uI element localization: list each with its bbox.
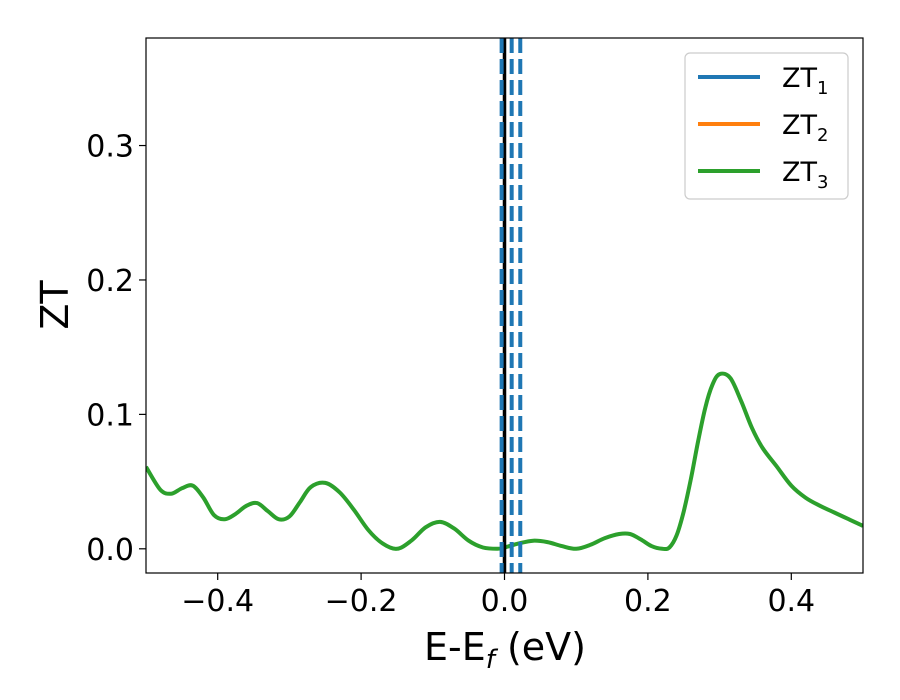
legend: ZT1 ZT2 ZT3 bbox=[684, 52, 849, 200]
legend-label-zt2: ZT2 bbox=[782, 110, 828, 146]
x-axis-label-unit: (eV) bbox=[495, 625, 586, 669]
x-tick-label: −0.2 bbox=[325, 584, 398, 619]
x-tick-label: −0.4 bbox=[181, 584, 254, 619]
x-axis-label-main: E-E bbox=[424, 625, 486, 669]
y-tick-label: 0.0 bbox=[86, 533, 134, 568]
x-tick-label: 0.4 bbox=[767, 584, 815, 619]
x-tick-label: 0.0 bbox=[481, 584, 529, 619]
x-axis-label: E-Ef (eV) bbox=[424, 625, 586, 675]
legend-label-zt3: ZT3 bbox=[782, 157, 828, 193]
y-tick-label: 0.3 bbox=[86, 130, 134, 165]
x-tick-label: 0.2 bbox=[624, 584, 672, 619]
y-axis: 0.0 0.1 0.2 0.3 bbox=[86, 130, 146, 568]
vertical-lines-layer bbox=[499, 38, 523, 573]
x-axis: −0.4 −0.2 0.0 0.2 0.4 bbox=[181, 573, 815, 619]
legend-box bbox=[684, 52, 849, 200]
y-tick-label: 0.2 bbox=[86, 264, 134, 299]
y-tick-label: 0.1 bbox=[86, 398, 134, 433]
y-axis-label: ZT bbox=[33, 280, 77, 330]
legend-label-zt1: ZT1 bbox=[782, 63, 828, 99]
